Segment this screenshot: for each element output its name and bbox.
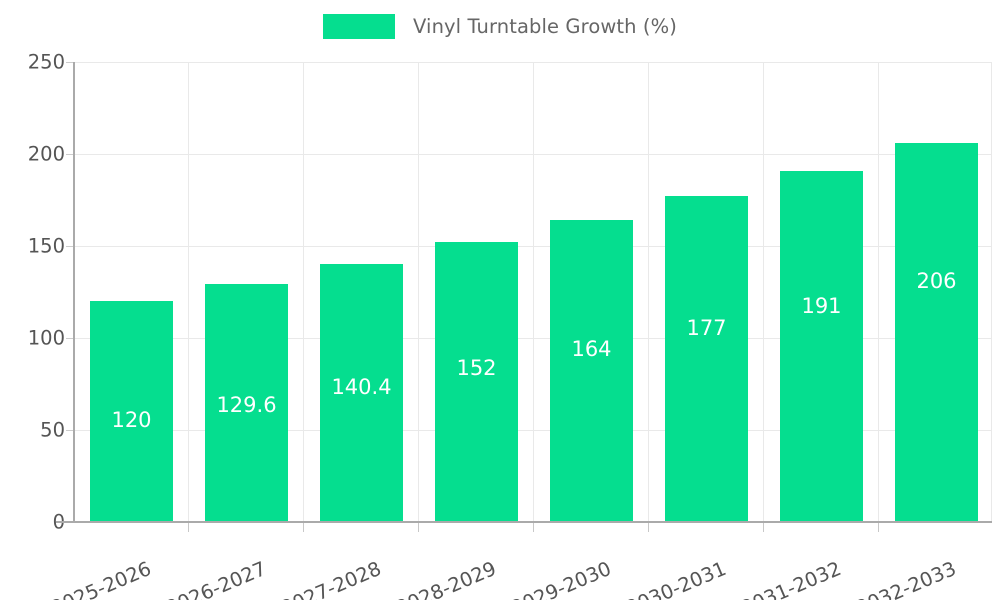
legend-item-vinyl-turntable-growth[interactable]: Vinyl Turntable Growth (%): [323, 14, 677, 39]
bar-value-label: 129.6: [216, 393, 277, 417]
gridline-horizontal: [73, 154, 992, 155]
x-axis-line: [56, 521, 992, 523]
bar-value-label: 177: [686, 316, 727, 340]
y-axis-line: [73, 62, 75, 523]
gridline-vertical: [418, 62, 419, 522]
bar-2028-2029[interactable]: [435, 242, 518, 522]
x-tick-mark: [533, 523, 534, 532]
y-tick-label-50: 50: [40, 418, 65, 442]
bar-2025-2026[interactable]: [90, 301, 173, 522]
gridline-horizontal: [73, 338, 992, 339]
gridline-horizontal: [73, 62, 992, 63]
y-tick-label-100: 100: [27, 326, 65, 350]
y-tick-label-250: 250: [27, 50, 65, 74]
gridline-vertical: [533, 62, 534, 522]
bar-value-label: 120: [111, 408, 152, 432]
y-tick-label-150: 150: [27, 234, 65, 258]
gridline-vertical: [878, 62, 879, 522]
chart-legend: Vinyl Turntable Growth (%): [0, 14, 1000, 39]
gridline-vertical: [648, 62, 649, 522]
y-tick-label-200: 200: [27, 142, 65, 166]
legend-swatch-icon: [323, 14, 396, 39]
gridline-vertical: [188, 62, 189, 522]
plot-area: 120 129.6 140.4 152 164 177 191 206: [73, 62, 992, 522]
gridline-vertical: [303, 62, 304, 522]
bar-2026-2027[interactable]: [205, 283, 288, 522]
bar-2030-2031[interactable]: [665, 196, 748, 522]
y-tick-mark: [66, 154, 74, 155]
gridline-vertical: [763, 62, 764, 522]
gridline-horizontal: [73, 430, 992, 431]
y-tick-mark: [66, 62, 74, 63]
x-tick-mark: [188, 523, 189, 532]
gridline-horizontal: [73, 246, 992, 247]
bar-value-label: 152: [456, 356, 497, 380]
gridline-vertical: [991, 62, 992, 522]
x-tick-mark: [648, 523, 649, 532]
x-tick-mark: [878, 523, 879, 532]
y-tick-mark: [66, 246, 74, 247]
bar-value-label: 164: [571, 337, 612, 361]
bar-2029-2030[interactable]: [550, 220, 633, 522]
y-tick-mark: [66, 338, 74, 339]
x-tick-mark: [418, 523, 419, 532]
y-axis: 0 50 100 150 200 250: [0, 0, 74, 600]
bar-value-label: 140.4: [331, 375, 392, 399]
y-tick-mark: [66, 430, 74, 431]
bar-2032-2033[interactable]: [895, 142, 978, 522]
bar-2027-2028[interactable]: [320, 263, 403, 522]
legend-label: Vinyl Turntable Growth (%): [413, 15, 677, 38]
bar-value-label: 206: [916, 269, 957, 293]
x-tick-mark: [303, 523, 304, 532]
bar-value-label: 191: [801, 294, 842, 318]
x-tick-mark: [763, 523, 764, 532]
bar-2031-2032[interactable]: [780, 170, 863, 522]
